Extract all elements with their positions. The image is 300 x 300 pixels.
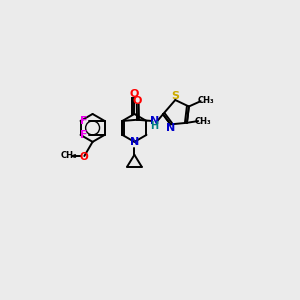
Text: O: O: [129, 89, 139, 99]
Text: F: F: [80, 116, 88, 126]
Text: CH₃: CH₃: [198, 95, 214, 104]
Text: N: N: [166, 124, 175, 134]
Text: O: O: [80, 152, 89, 163]
Text: F: F: [80, 130, 88, 140]
Text: CH₃: CH₃: [61, 152, 78, 160]
Text: N: N: [150, 116, 159, 126]
Text: H: H: [150, 121, 158, 131]
Text: CH₃: CH₃: [195, 116, 212, 125]
Text: O: O: [133, 96, 142, 106]
Text: N: N: [130, 137, 139, 147]
Text: S: S: [171, 91, 179, 101]
